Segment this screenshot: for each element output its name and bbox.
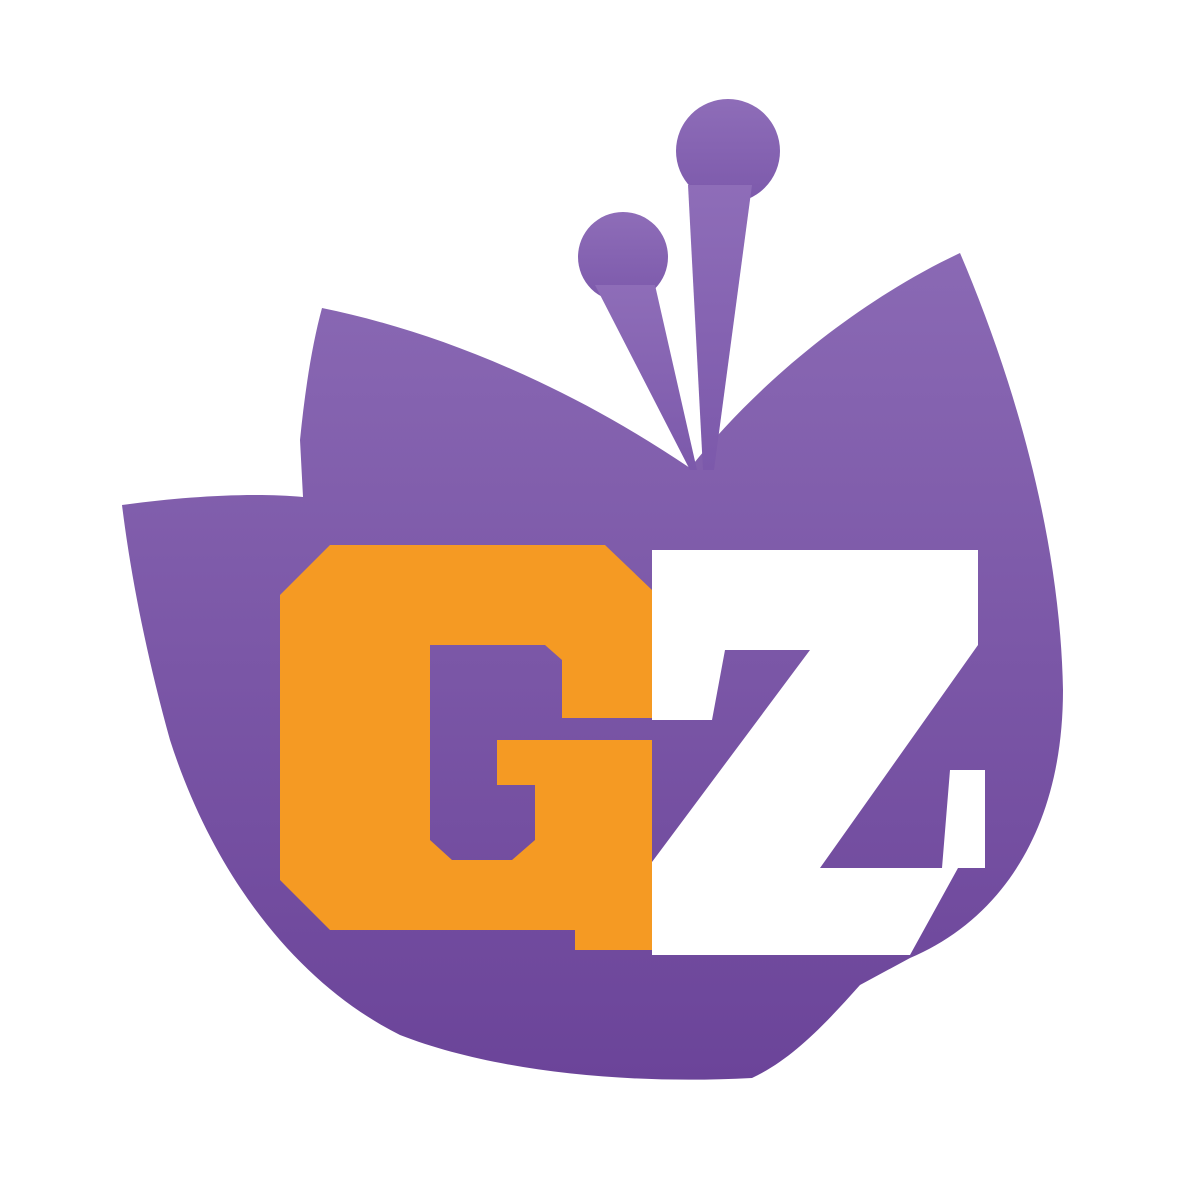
letter-z-shape <box>652 550 985 955</box>
stamen-stem-small <box>595 285 697 470</box>
stamen-icon <box>578 99 780 470</box>
stamen-head-large <box>676 99 780 203</box>
letter-g-shape <box>280 545 652 950</box>
stamen-head-small <box>578 212 668 302</box>
stamen-stem-large <box>688 185 752 470</box>
